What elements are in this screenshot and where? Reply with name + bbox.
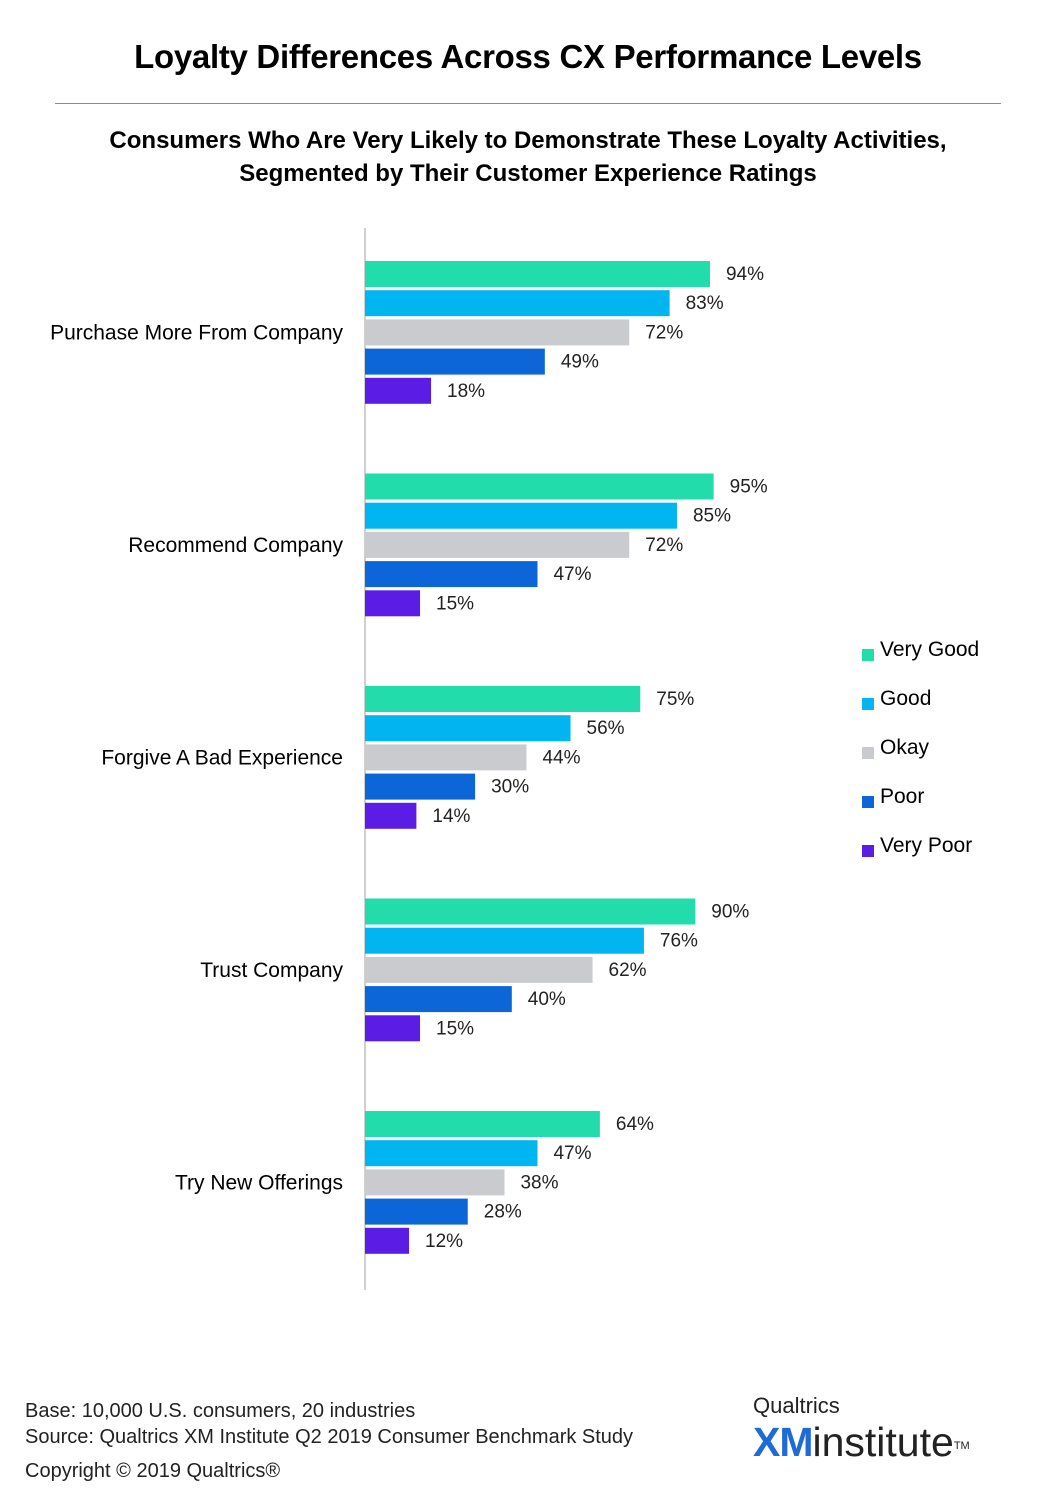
logo-trademark: TM: [953, 1440, 970, 1452]
bar-forgive-a-bad-experience-very-good: [365, 686, 641, 712]
legend-swatch-poor: [862, 796, 874, 808]
category-label-purchase-more-from-company: Purchase More From Company: [50, 321, 343, 344]
bar-try-new-offerings-very-poor: [365, 1227, 410, 1254]
bar-trust-company-poor: [365, 986, 512, 1013]
data-label-purchase-more-from-company-very-good: 94%: [726, 264, 764, 285]
copyright-note: Copyright © 2019 Qualtrics®: [25, 1460, 281, 1482]
bar-try-new-offerings-very-good: [365, 1111, 600, 1137]
logo-institute-text: institute: [812, 1419, 954, 1465]
bar-recommend-company-very-good: [365, 473, 714, 500]
legend-label-very-good: Very Good: [880, 638, 980, 661]
chart-subtitle: Consumers Who Are Very Likely to Demonst…: [0, 124, 1056, 190]
data-label-trust-company-very-poor: 15%: [436, 1018, 474, 1039]
category-label-try-new-offerings: Try New Offerings: [175, 1171, 343, 1194]
data-label-forgive-a-bad-experience-poor: 30%: [491, 777, 529, 798]
data-label-recommend-company-poor: 47%: [553, 564, 591, 585]
qualtrics-xm-institute-logo: Qualtrics XMinstituteTM: [753, 1393, 970, 1465]
legend-label-good: Good: [880, 687, 932, 710]
data-label-forgive-a-bad-experience-okay: 44%: [542, 747, 580, 768]
footer: Base: 10,000 U.S. consumers, 20 industri…: [25, 1398, 633, 1484]
data-label-recommend-company-very-good: 95%: [730, 477, 768, 498]
bar-purchase-more-from-company-very-poor: [365, 377, 432, 404]
data-label-purchase-more-from-company-good: 83%: [686, 293, 724, 314]
bar-try-new-offerings-poor: [365, 1198, 468, 1225]
bar-trust-company-very-poor: [365, 1015, 421, 1042]
category-label-trust-company: Trust Company: [200, 959, 343, 982]
logo-qualtrics-text: Qualtrics: [753, 1393, 840, 1418]
bar-forgive-a-bad-experience-okay: [365, 744, 527, 771]
category-label-recommend-company: Recommend Company: [128, 534, 343, 557]
data-label-try-new-offerings-good: 47%: [553, 1143, 591, 1164]
legend-label-very-poor: Very Poor: [880, 834, 973, 857]
data-label-purchase-more-from-company-very-poor: 18%: [447, 381, 485, 402]
logo-xm-institute: XMinstituteTM: [753, 1419, 970, 1465]
bar-recommend-company-poor: [365, 561, 538, 588]
data-label-forgive-a-bad-experience-very-poor: 14%: [432, 806, 470, 827]
subtitle-line-1: Consumers Who Are Very Likely to Demonst…: [109, 127, 947, 154]
data-label-trust-company-okay: 62%: [609, 960, 647, 981]
data-label-trust-company-good: 76%: [660, 931, 698, 952]
data-label-trust-company-poor: 40%: [528, 989, 566, 1010]
legend-swatch-very-poor: [862, 845, 874, 857]
bar-trust-company-okay: [365, 956, 593, 983]
bar-purchase-more-from-company-good: [365, 290, 670, 317]
bar-recommend-company-okay: [365, 531, 630, 558]
bar-purchase-more-from-company-poor: [365, 348, 545, 375]
chart-title: Loyalty Differences Across CX Performanc…: [134, 38, 922, 75]
legend-label-poor: Poor: [880, 785, 925, 808]
bar-recommend-company-good: [365, 502, 677, 529]
legend-swatch-good: [862, 698, 874, 710]
data-label-recommend-company-good: 85%: [693, 506, 731, 527]
source-note: Source: Qualtrics XM Institute Q2 2019 C…: [25, 1426, 634, 1448]
data-label-try-new-offerings-poor: 28%: [484, 1202, 522, 1223]
data-label-purchase-more-from-company-okay: 72%: [645, 322, 683, 343]
bar-trust-company-good: [365, 927, 644, 954]
bar-purchase-more-from-company-very-good: [365, 261, 710, 287]
legend-swatch-okay: [862, 747, 874, 759]
bar-forgive-a-bad-experience-poor: [365, 773, 476, 800]
legend-label-okay: Okay: [880, 736, 930, 759]
data-label-recommend-company-okay: 72%: [645, 535, 683, 556]
bar-purchase-more-from-company-okay: [365, 319, 630, 346]
data-label-recommend-company-very-poor: 15%: [436, 593, 474, 614]
data-label-forgive-a-bad-experience-very-good: 75%: [656, 689, 694, 710]
category-label-forgive-a-bad-experience: Forgive A Bad Experience: [101, 746, 343, 769]
legend-swatch-very-good: [862, 649, 874, 661]
bar-trust-company-very-good: [365, 898, 696, 925]
data-label-try-new-offerings-very-good: 64%: [616, 1114, 654, 1135]
data-label-forgive-a-bad-experience-good: 56%: [587, 718, 625, 739]
data-label-trust-company-very-good: 90%: [711, 902, 749, 923]
data-label-try-new-offerings-okay: 38%: [520, 1172, 558, 1193]
subtitle-line-2: Segmented by Their Customer Experience R…: [239, 160, 817, 187]
base-note: Base: 10,000 U.S. consumers, 20 industri…: [25, 1400, 416, 1422]
bar-try-new-offerings-good: [365, 1140, 538, 1167]
title-divider: [55, 103, 1001, 104]
bar-try-new-offerings-okay: [365, 1169, 505, 1196]
bar-forgive-a-bad-experience-very-poor: [365, 802, 417, 829]
logo-xm-text: XM: [753, 1419, 813, 1465]
data-label-purchase-more-from-company-poor: 49%: [561, 352, 599, 373]
bar-forgive-a-bad-experience-good: [365, 715, 571, 742]
bar-recommend-company-very-poor: [365, 590, 421, 617]
data-label-try-new-offerings-very-poor: 12%: [425, 1231, 463, 1252]
